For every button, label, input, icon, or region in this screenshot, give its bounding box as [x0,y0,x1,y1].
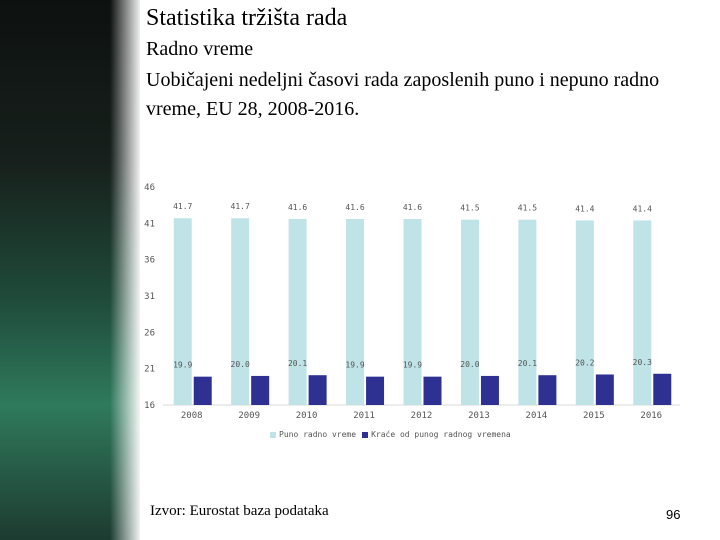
x-tick-label: 2015 [583,411,605,421]
bar-part-time [538,375,557,405]
data-label-full-time: 41.7 [173,202,192,211]
y-tick-label: 36 [144,256,155,266]
legend-swatch-full-time [270,431,276,438]
x-tick-label: 2016 [640,411,662,421]
data-label-full-time: 41.6 [345,203,364,212]
data-label-part-time: 19.9 [173,361,192,370]
data-label-full-time: 41.6 [288,203,307,212]
data-label-part-time: 19.9 [403,361,422,370]
data-label-part-time: 20.1 [288,359,307,368]
bar-full-time [460,219,479,405]
data-label-full-time: 41.7 [231,202,250,211]
legend-label-part-time: Kraće od punog radnog vremena [371,430,511,439]
data-label-full-time: 41.4 [633,204,652,213]
legend-label-full-time: Puno radno vreme [279,430,357,439]
y-tick-label: 21 [144,365,155,375]
y-tick-label: 46 [144,183,155,193]
x-tick-label: 2008 [181,411,203,421]
data-label-part-time: 20.3 [633,358,652,367]
x-tick-label: 2011 [353,411,375,421]
y-tick-label: 31 [144,292,155,302]
data-label-part-time: 20.2 [575,358,594,367]
bar-part-time [653,373,672,405]
x-tick-label: 2014 [526,411,548,421]
data-label-full-time: 41.5 [518,204,537,213]
bar-full-time [633,220,652,405]
x-tick-label: 2009 [238,411,260,421]
bar-part-time [366,376,385,405]
bar-full-time [346,218,365,405]
data-label-full-time: 41.6 [403,203,422,212]
bar-full-time [288,218,307,405]
bar-part-time [423,376,442,405]
slide-subtitle: Radno vreme [146,38,254,60]
bar-full-time [231,218,250,405]
legend-swatch-part-time [362,431,369,438]
chart-legend: Puno radno vreme Kraće od punog radnog v… [270,430,517,439]
data-label-full-time: 41.5 [460,204,479,213]
decoration-fade [110,0,150,540]
slide-description: Uobičajeni nedeljni časovi rada zaposlen… [146,69,660,120]
slide-title: Statistika tržišta rada [146,5,348,31]
data-label-part-time: 20.1 [518,359,537,368]
bar-part-time [251,375,270,405]
bar-part-time [595,374,614,405]
data-label-part-time: 20.0 [231,360,250,369]
bar-full-time [518,219,537,405]
bar-full-time [575,220,594,405]
legend-item-full-time: Puno radno vreme [270,430,356,439]
bar-full-time [403,218,422,405]
bar-part-time [193,376,212,405]
data-label-part-time: 19.9 [345,361,364,370]
x-tick-label: 2012 [411,411,433,421]
page-number: 96 [666,507,681,522]
y-tick-label: 26 [144,328,155,338]
y-tick-label: 16 [144,401,155,411]
bar-full-time [173,218,192,405]
bar-part-time [480,375,499,405]
data-label-full-time: 41.4 [575,204,594,213]
source-note: Izvor: Eurostat baza podataka [150,503,329,519]
y-tick-label: 41 [144,219,155,229]
x-tick-label: 2010 [296,411,318,421]
x-tick-label: 2013 [468,411,490,421]
data-label-part-time: 20.0 [460,360,479,369]
legend-item-part-time: Kraće od punog radnog vremena [362,430,511,439]
bar-part-time [308,375,327,405]
